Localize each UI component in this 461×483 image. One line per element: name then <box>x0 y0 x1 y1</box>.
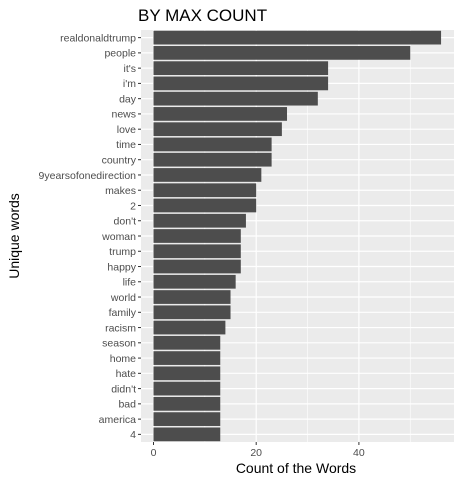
y-axis-title: Unique words <box>6 193 22 279</box>
y-tick-label: people <box>104 48 136 60</box>
bar <box>153 335 221 350</box>
y-tick-label: it's <box>123 63 136 75</box>
y-tick-label: hate <box>116 368 137 380</box>
x-axis-title: Count of the Words <box>236 460 356 476</box>
y-tick-label: season <box>102 338 136 350</box>
bar <box>153 351 221 365</box>
x-tick-label: 0 <box>151 447 157 459</box>
y-tick-label: family <box>109 307 137 319</box>
bar <box>153 152 272 167</box>
y-tick-label: happy <box>107 261 136 273</box>
y-axis-ticks: realdonaldtrump people it's i'm day news love t… <box>39 32 141 441</box>
bar <box>153 168 262 182</box>
chart-title: BY MAX COUNT <box>138 6 267 25</box>
bar <box>153 274 236 289</box>
bar <box>153 396 221 411</box>
bar <box>153 290 231 304</box>
y-tick-label: 4 <box>130 429 136 441</box>
bar <box>153 137 272 152</box>
y-tick-label: trump <box>109 246 136 258</box>
y-tick-label: woman <box>101 231 136 243</box>
y-tick-label: didn't <box>111 383 136 395</box>
x-tick-label: 20 <box>250 447 262 459</box>
y-tick-label: world <box>110 292 136 304</box>
y-tick-label: makes <box>105 185 136 197</box>
bar <box>153 427 221 442</box>
bar <box>153 259 241 274</box>
y-tick-label: life <box>123 277 137 289</box>
y-tick-label: i'm <box>123 78 136 90</box>
bar <box>153 244 241 259</box>
bar <box>153 305 231 320</box>
bar <box>153 30 442 45</box>
bar <box>153 229 241 243</box>
y-tick-label: news <box>111 109 136 121</box>
bar <box>153 46 411 60</box>
bar <box>153 76 329 91</box>
y-tick-label: home <box>110 353 136 365</box>
bar <box>153 61 329 76</box>
y-tick-label: country <box>102 155 137 167</box>
bar <box>153 412 221 426</box>
y-tick-label: don't <box>114 216 137 228</box>
bar <box>153 122 282 137</box>
bar <box>153 107 288 121</box>
x-axis-ticks: 0 20 40 <box>151 442 365 459</box>
bar <box>153 320 226 335</box>
y-tick-label: realdonaldtrump <box>60 32 136 44</box>
bar <box>153 381 221 396</box>
x-tick-label: 40 <box>353 447 365 459</box>
y-tick-label: 2 <box>130 200 136 212</box>
y-tick-label: day <box>119 93 137 105</box>
y-tick-label: time <box>116 139 136 151</box>
bar <box>153 183 257 198</box>
bar <box>153 198 257 213</box>
y-tick-label: america <box>99 414 137 426</box>
bars <box>153 30 442 442</box>
bar <box>153 91 318 106</box>
y-tick-label: bad <box>118 399 136 411</box>
bar <box>153 366 221 381</box>
bar <box>153 213 246 228</box>
y-tick-label: love <box>117 124 136 136</box>
y-tick-label: racism <box>105 322 136 334</box>
y-tick-label: 9yearsofonedirection <box>39 170 137 182</box>
